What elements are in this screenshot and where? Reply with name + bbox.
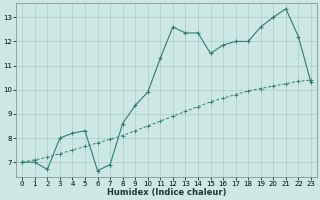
X-axis label: Humidex (Indice chaleur): Humidex (Indice chaleur) [107, 188, 226, 197]
